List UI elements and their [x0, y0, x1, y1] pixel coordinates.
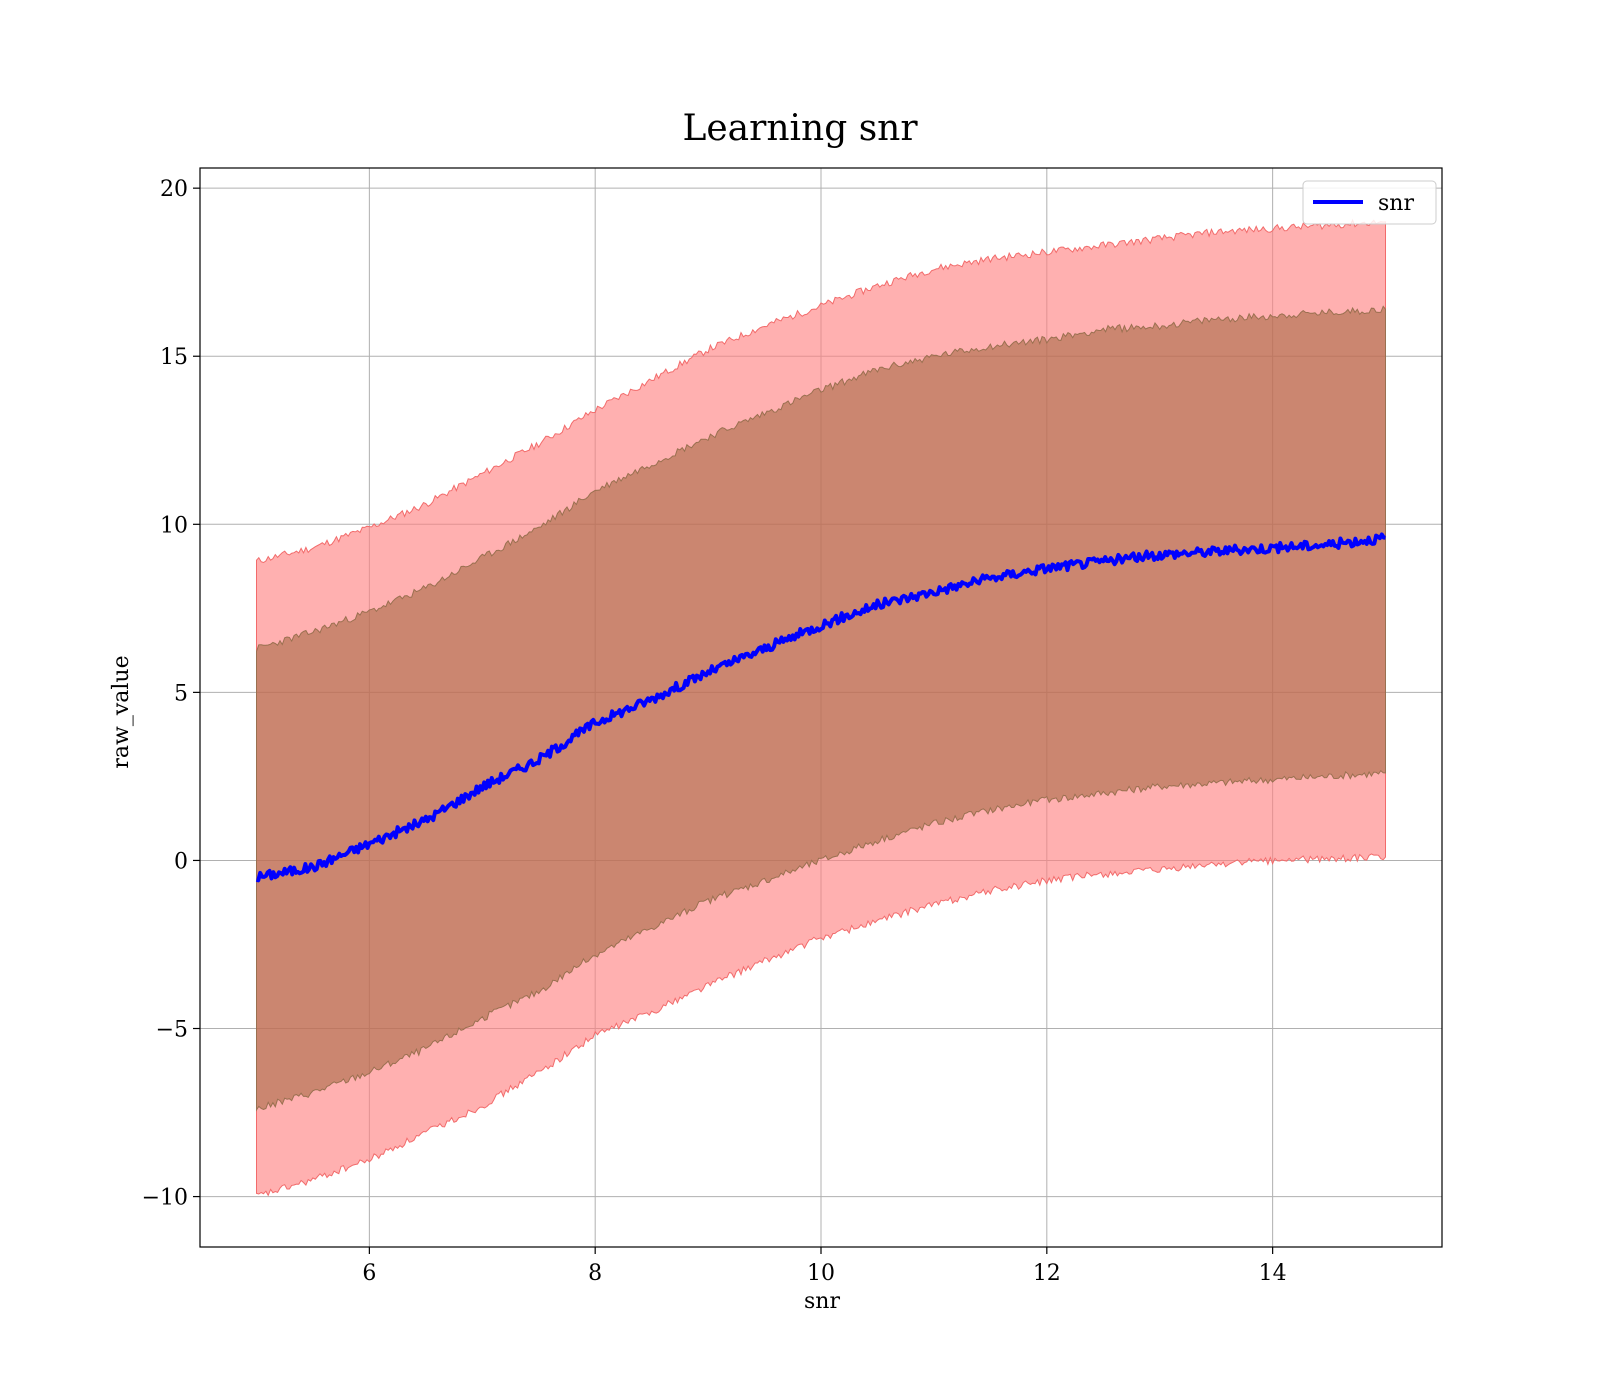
y-tick-label: 20	[160, 177, 188, 202]
legend-box	[1302, 180, 1437, 225]
band-inner	[256, 305, 1386, 1112]
legend-label-snr: snr	[1378, 191, 1414, 216]
chart-title: Learning snr	[682, 108, 918, 149]
y-tick-label: 10	[160, 513, 188, 538]
y-tick-label: 5	[174, 681, 188, 706]
y-tick-label: 15	[160, 345, 188, 370]
x-tick-label: 6	[362, 1261, 376, 1286]
legend: snr	[1302, 180, 1437, 225]
y-tick-label: −10	[142, 1186, 188, 1211]
y-axis-label: raw_value	[109, 655, 134, 768]
x-axis-ticks: 6 8 10 12 14	[362, 1247, 1287, 1286]
x-tick-label: 10	[807, 1261, 835, 1286]
x-tick-label: 14	[1259, 1261, 1287, 1286]
y-tick-label: −5	[156, 1018, 188, 1043]
x-axis-label: snr	[804, 1289, 840, 1314]
x-tick-label: 8	[588, 1261, 602, 1286]
y-tick-label: 0	[174, 849, 188, 874]
bands	[256, 218, 1386, 1197]
x-tick-label: 12	[1033, 1261, 1061, 1286]
y-axis-ticks: −10 −5 0 5 10 15 20	[142, 177, 200, 1211]
series-line-snr	[255, 532, 1386, 883]
series-lines	[255, 532, 1386, 883]
